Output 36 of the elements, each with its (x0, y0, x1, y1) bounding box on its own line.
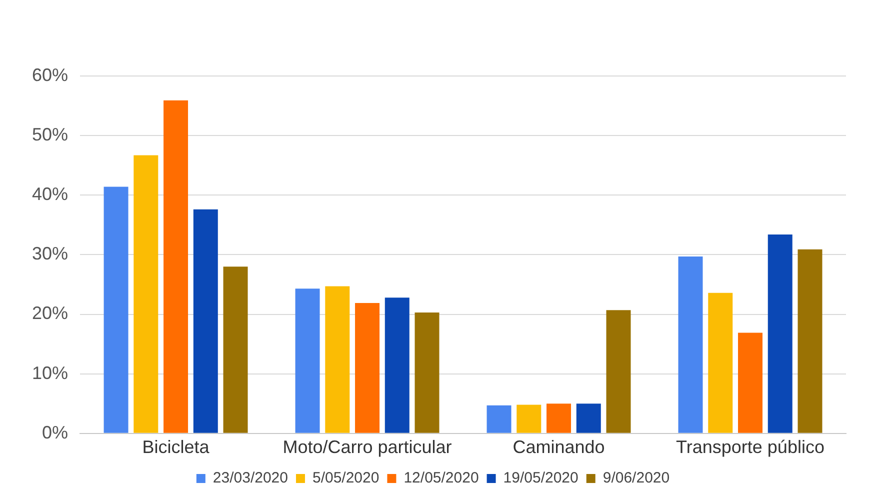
bar (295, 288, 320, 433)
bar (384, 298, 410, 433)
bar (546, 404, 572, 433)
bar (486, 405, 512, 433)
bar (355, 302, 380, 433)
bar (325, 286, 350, 433)
bar (414, 312, 440, 433)
bar (223, 266, 248, 433)
y-tick-label: 60% (32, 64, 68, 85)
bar (134, 155, 158, 433)
y-tick-label: 50% (32, 124, 68, 145)
bar (193, 209, 218, 433)
bar (738, 332, 762, 433)
x-tick-label: Moto/Carro particular (282, 437, 452, 458)
bar (516, 404, 542, 433)
y-tick-label: 0% (42, 422, 68, 442)
bar (576, 404, 601, 433)
y-tick-label: 20% (32, 303, 68, 324)
y-tick-label: 30% (32, 244, 68, 264)
y-tick-label: 40% (32, 184, 68, 204)
x-tick-label: Bicicleta (142, 437, 210, 458)
legend-label: 12/05/2020 (404, 470, 479, 487)
bar (104, 186, 128, 433)
bar (708, 292, 733, 433)
legend-label: 9/06/2020 (602, 470, 670, 487)
bar (678, 256, 703, 433)
x-tick-label: Caminando (512, 437, 605, 458)
legend-label: 5/05/2020 (312, 470, 380, 487)
legend-label: 23/03/2020 (212, 470, 288, 487)
bar (164, 100, 188, 433)
bar (606, 310, 631, 433)
y-tick-label: 10% (32, 362, 68, 383)
bar (798, 249, 822, 433)
legend-label: 19/05/2020 (503, 470, 578, 487)
bar (768, 234, 792, 433)
x-tick-label: Transporte público (676, 437, 824, 458)
